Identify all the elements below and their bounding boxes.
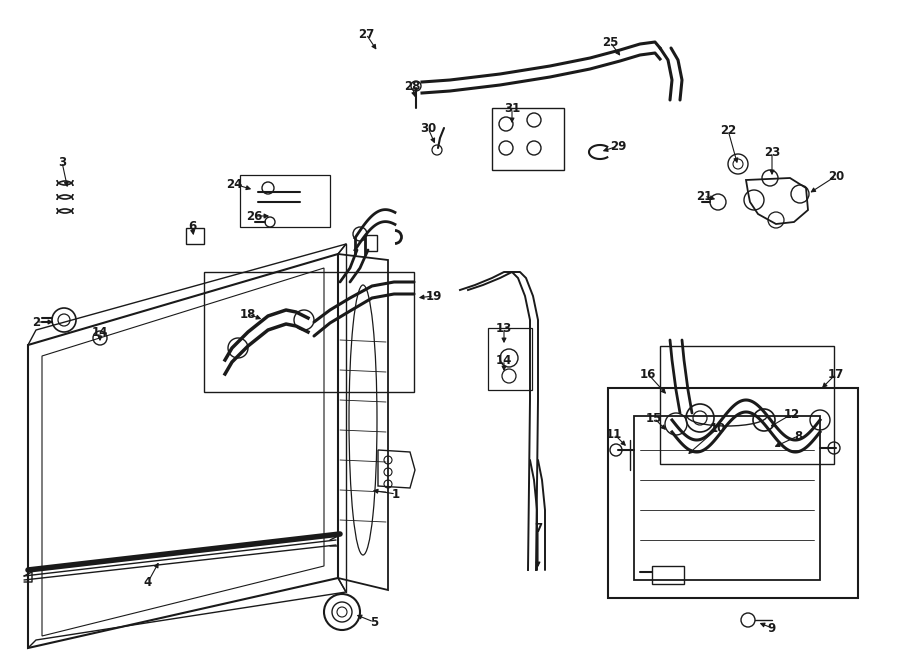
Text: 4: 4	[144, 576, 152, 588]
Text: 14: 14	[92, 325, 108, 338]
Text: 5: 5	[370, 615, 378, 629]
Text: 1: 1	[392, 488, 400, 500]
Text: 6: 6	[188, 219, 196, 233]
Text: 25: 25	[602, 36, 618, 48]
Text: 17: 17	[828, 368, 844, 381]
Text: 10: 10	[710, 422, 726, 434]
Text: 31: 31	[504, 102, 520, 114]
Text: 3: 3	[58, 155, 66, 169]
Text: 29: 29	[610, 139, 626, 153]
Text: 15: 15	[646, 412, 662, 424]
Text: 21: 21	[696, 190, 712, 202]
Bar	[608, 388, 858, 598]
Text: 23: 23	[764, 145, 780, 159]
Bar	[186, 228, 204, 244]
Text: 18: 18	[239, 307, 256, 321]
Text: 24: 24	[226, 178, 242, 190]
Text: 12: 12	[784, 407, 800, 420]
Text: 22: 22	[720, 124, 736, 137]
Text: 13: 13	[496, 321, 512, 334]
Text: 26: 26	[246, 210, 262, 223]
Bar	[634, 416, 820, 580]
Text: 11: 11	[606, 428, 622, 440]
Text: 16: 16	[640, 368, 656, 381]
Bar	[365, 235, 377, 251]
Text: 8: 8	[794, 430, 802, 442]
Bar	[660, 346, 834, 464]
Text: 2: 2	[32, 315, 40, 329]
Bar	[240, 175, 330, 227]
Text: 19: 19	[426, 290, 442, 303]
Text: 7: 7	[534, 522, 542, 535]
Bar	[492, 108, 564, 170]
Bar	[204, 272, 414, 392]
Text: 20: 20	[828, 169, 844, 182]
Text: 14: 14	[496, 354, 512, 366]
Text: 30: 30	[420, 122, 436, 134]
Bar	[488, 328, 532, 390]
Text: 9: 9	[768, 621, 776, 635]
Bar	[652, 566, 684, 584]
Text: 28: 28	[404, 79, 420, 93]
Text: 27: 27	[358, 28, 374, 40]
